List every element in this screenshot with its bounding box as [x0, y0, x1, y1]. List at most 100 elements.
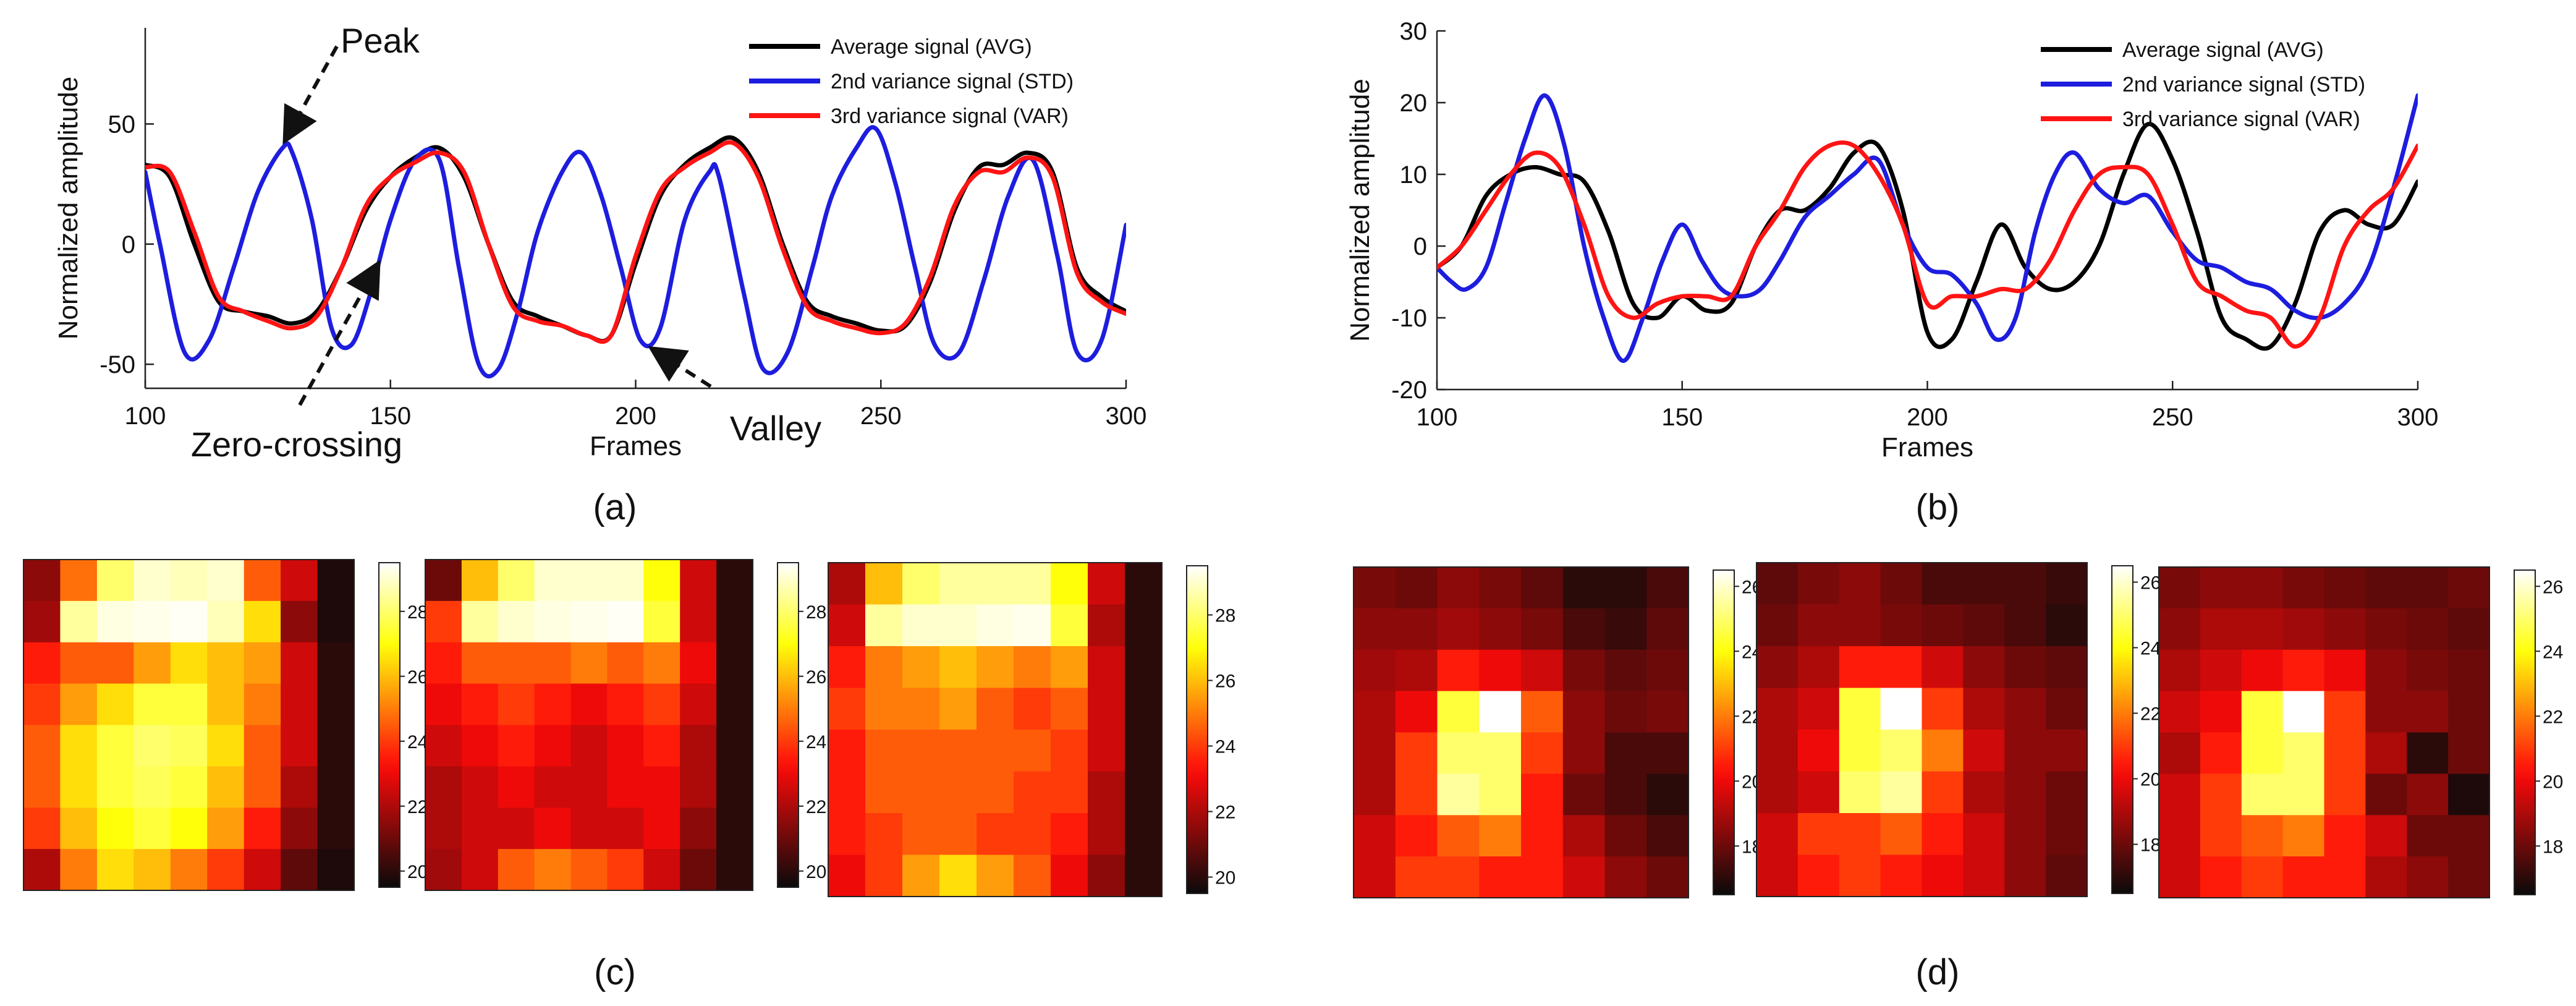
heatmap-cell-c-3 [977, 730, 1014, 772]
heatmap-cell-d-1 [1354, 567, 1396, 609]
heatmap-cell-d-1 [1437, 567, 1480, 609]
heatmap-cell-c-3 [1014, 604, 1051, 647]
heatmap-cell-c-2 [643, 560, 680, 602]
heatmap-cell-c-1 [60, 808, 98, 850]
heatmap-cell-d-1 [1395, 856, 1438, 898]
heatmap-cell-c-2 [570, 560, 608, 602]
colorbar-tick-label-c: 20 [407, 862, 428, 882]
heatmap-cell-c-2 [570, 683, 608, 726]
heatmap-cell-d-2 [2004, 730, 2046, 772]
heatmap-cell-c-3 [865, 730, 903, 772]
heatmap-cell-d-2 [1797, 688, 1840, 730]
annotation-arrow-3 [648, 346, 712, 388]
heatmap-cell-c-2 [716, 642, 753, 684]
heatmap-cell-c-1 [23, 600, 61, 643]
heatmap-cell-c-1 [317, 725, 355, 767]
heatmap-cell-c-2 [716, 849, 753, 891]
heatmap-cell-c-1 [281, 600, 318, 643]
x-axis-label-a: Frames [590, 431, 682, 461]
heatmap-cell-d-2 [2046, 855, 2088, 897]
heatmap-cell-d-1 [1562, 732, 1606, 774]
heatmap-cell-c-2 [643, 808, 680, 850]
heatmap-cell-d-1 [1479, 649, 1522, 692]
x-tick-label-b: 100 [1417, 404, 1458, 431]
heatmap-cell-c-3 [1088, 688, 1125, 730]
heatmap-cell-c-2 [498, 560, 535, 602]
heatmap-cell-d-2 [2004, 646, 2046, 689]
heatmap-cell-c-3 [1014, 563, 1051, 605]
heatmap-cell-d-3 [2407, 649, 2449, 692]
panel-label-a: (a) [593, 487, 637, 527]
heatmap-cell-c-3 [1051, 604, 1088, 647]
heatmap-cell-c-2 [716, 725, 753, 767]
heatmap-cell-d-3 [2407, 815, 2449, 857]
heatmap-cell-c-2 [498, 808, 535, 850]
heatmap-cell-c-2 [643, 766, 680, 808]
heatmap-cell-c-1 [281, 766, 318, 808]
heatmap-cell-d-3 [2324, 732, 2366, 774]
annotation-label-1: Peak [341, 21, 420, 60]
heatmap-cell-c-2 [461, 808, 499, 850]
panel-label-d: (d) [1916, 952, 1960, 992]
heatmap-cell-d-1 [1521, 691, 1564, 733]
heatmap-cell-c-3 [1014, 730, 1051, 772]
heatmap-cell-d-2 [1839, 604, 1881, 647]
colorbar-tick-label-c: 26 [407, 667, 428, 688]
heatmap-cell-c-3 [902, 604, 940, 647]
legend-label-a-1: Average signal (AVG) [831, 35, 1032, 59]
series-line-b-2 [1437, 93, 2418, 364]
heatmap-cell-d-2 [1921, 855, 1964, 897]
heatmap-cell-c-2 [534, 600, 572, 643]
heatmap-cell-c-2 [425, 600, 462, 643]
heatmap-cell-c-2 [716, 683, 753, 726]
heatmap-cell-d-3 [2365, 608, 2407, 650]
heatmap-cell-d-2 [1756, 646, 1799, 689]
heatmap-cell-c-1 [207, 560, 245, 602]
heatmap-cell-c-3 [865, 563, 903, 605]
heatmap-cell-d-3 [2365, 856, 2407, 898]
heatmap-cell-d-1 [1604, 691, 1647, 733]
heatmap-cell-c-1 [133, 683, 171, 726]
heatmap-cell-c-2 [680, 642, 717, 684]
y-axis-label-a: Normalized amplitude [53, 77, 83, 340]
heatmap-cell-d-3 [2200, 774, 2242, 816]
heatmap-cell-c-3 [977, 563, 1014, 605]
heatmap-cell-d-1 [1437, 608, 1480, 650]
heatmap-cell-d-1 [1479, 815, 1522, 857]
y-tick-label-a: 50 [108, 111, 136, 138]
heatmap-cell-c-2 [461, 766, 499, 808]
heatmap-cell-c-3 [1088, 646, 1125, 689]
heatmap-cell-d-3 [2324, 649, 2366, 692]
heatmap-cell-c-2 [534, 683, 572, 726]
heatmap-cell-c-1 [244, 766, 281, 808]
heatmap-cell-c-3 [939, 646, 977, 689]
heatmap-cell-d-2 [2004, 688, 2046, 730]
heatmap-cell-d-3 [2159, 567, 2201, 609]
heatmap-cell-d-3 [2448, 567, 2490, 609]
heatmap-cell-d-3 [2159, 774, 2201, 816]
heatmap-cell-d-1 [1395, 649, 1438, 692]
y-tick-label-b: -10 [1391, 305, 1427, 332]
heatmap-cell-d-2 [1839, 646, 1881, 689]
heatmap-cell-c-2 [570, 808, 608, 850]
heatmap-cell-c-2 [607, 600, 644, 643]
heatmap-cell-d-2 [1963, 813, 2005, 856]
heatmap-cell-c-1 [244, 560, 281, 602]
y-tick-label-b: 0 [1413, 233, 1427, 260]
heatmap-cell-d-3 [2241, 732, 2284, 774]
heatmap-cell-d-3 [2159, 691, 2201, 733]
heatmap-cell-d-3 [2365, 567, 2407, 609]
heatmap-cell-c-2 [680, 766, 717, 808]
heatmap-cell-d-3 [2241, 691, 2284, 733]
heatmap-cell-d-3 [2159, 732, 2201, 774]
heatmap-cell-c-1 [170, 683, 208, 726]
heatmap-cell-c-2 [716, 808, 753, 850]
heatmap-cell-c-3 [865, 688, 903, 730]
heatmap-cell-c-3 [828, 688, 866, 730]
heatmap-cell-c-3 [828, 813, 866, 856]
heatmap-cell-c-1 [133, 600, 171, 643]
colorbar-tick-label-d: 18 [2543, 837, 2563, 857]
heatmap-cell-d-1 [1395, 732, 1438, 774]
heatmap-cell-c-3 [1014, 646, 1051, 689]
heatmap-cell-c-1 [60, 560, 98, 602]
